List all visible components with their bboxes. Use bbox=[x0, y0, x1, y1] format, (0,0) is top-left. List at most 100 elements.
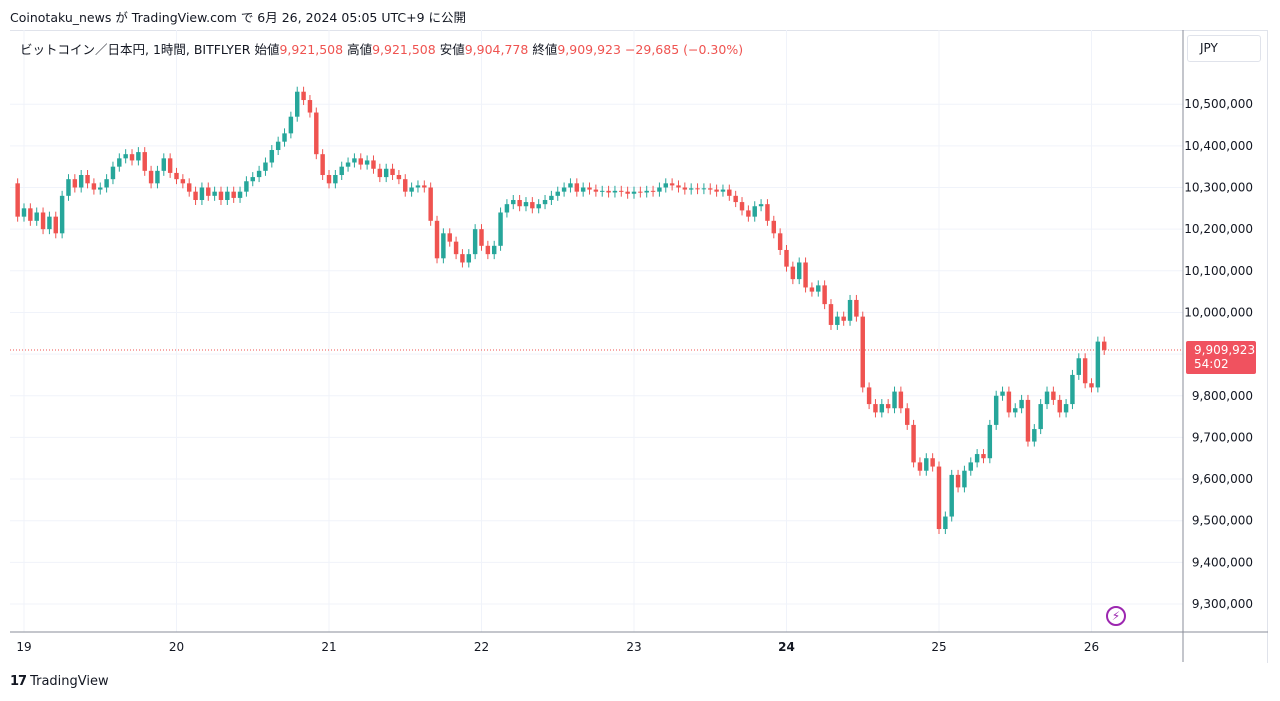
publication-header: Coinotaku_news が TradingView.com で 6月 26… bbox=[10, 10, 467, 25]
candle-body bbox=[517, 199, 522, 207]
candle-body bbox=[453, 241, 459, 255]
candle-body bbox=[568, 183, 573, 188]
candle-body bbox=[256, 170, 262, 178]
change-value: −29,685 (−0.30%) bbox=[624, 42, 744, 57]
candle-body bbox=[733, 195, 738, 203]
candle-body bbox=[885, 404, 891, 409]
candle-body bbox=[669, 183, 675, 186]
x-tick-label: 23 bbox=[626, 640, 641, 654]
candle-body bbox=[72, 179, 78, 188]
candle-body bbox=[1038, 404, 1043, 430]
candle-body bbox=[835, 316, 840, 325]
candle-body bbox=[237, 191, 243, 198]
candle-body bbox=[1095, 341, 1101, 388]
tradingview-mark-icon: 17 bbox=[10, 674, 27, 689]
candle-body bbox=[269, 150, 275, 163]
candle-body bbox=[720, 189, 726, 192]
candle-body bbox=[263, 162, 268, 171]
candle-body bbox=[295, 91, 300, 117]
lightning-bolt-icon[interactable]: ⚡ bbox=[1106, 606, 1126, 626]
candle-body bbox=[727, 189, 732, 196]
candle-body bbox=[803, 262, 808, 288]
candle-body bbox=[822, 285, 827, 305]
x-tick-label: 24 bbox=[778, 640, 795, 654]
candle-body bbox=[1019, 399, 1024, 409]
candle-body bbox=[345, 162, 351, 167]
last-price-tag: 9,909,923 54:02 bbox=[1186, 341, 1256, 374]
candle-body bbox=[491, 245, 497, 255]
y-tick-label: 9,800,000 bbox=[1192, 389, 1253, 403]
currency-button[interactable]: JPY bbox=[1187, 35, 1261, 62]
candle-body bbox=[606, 190, 611, 193]
candle-body bbox=[701, 188, 707, 190]
x-tick-label: 19 bbox=[16, 640, 31, 654]
candle-body bbox=[136, 152, 141, 161]
candle-body bbox=[619, 190, 624, 192]
y-tick-label: 10,000,000 bbox=[1184, 305, 1253, 319]
candle-body bbox=[752, 206, 757, 217]
candle-body bbox=[206, 187, 211, 196]
candle-body bbox=[511, 199, 516, 205]
candle-body bbox=[371, 160, 376, 169]
candle-body bbox=[695, 188, 700, 190]
candle-body bbox=[250, 177, 255, 182]
candle-body bbox=[580, 187, 586, 192]
candle-body bbox=[816, 285, 821, 292]
candle-body bbox=[911, 424, 916, 463]
candle-body bbox=[828, 304, 834, 325]
candle-body bbox=[123, 154, 128, 159]
candle-body bbox=[98, 187, 103, 190]
candle-body bbox=[78, 175, 84, 188]
y-tick-label: 9,700,000 bbox=[1192, 430, 1253, 444]
tradingview-logo[interactable]: 17 TradingView bbox=[10, 674, 109, 689]
candle-body bbox=[1032, 429, 1037, 442]
candle-body bbox=[1051, 391, 1056, 400]
candle-body bbox=[962, 470, 967, 488]
candle-body bbox=[180, 179, 186, 184]
candle-body bbox=[663, 183, 668, 188]
y-tick-label: 9,400,000 bbox=[1192, 555, 1253, 569]
candle-body bbox=[765, 204, 770, 221]
x-tick-label: 26 bbox=[1084, 640, 1099, 654]
low-value: 9,904,778 bbox=[464, 42, 529, 57]
candle-body bbox=[943, 516, 948, 530]
candle-body bbox=[905, 408, 910, 425]
candle-body bbox=[993, 395, 999, 425]
close-label: 終値 bbox=[532, 42, 558, 57]
y-tick-label: 10,500,000 bbox=[1184, 97, 1253, 111]
candle-body bbox=[860, 316, 865, 388]
candle-body bbox=[574, 183, 580, 192]
candle-body bbox=[625, 191, 630, 194]
candle-body bbox=[593, 189, 599, 192]
candle-body bbox=[212, 191, 217, 196]
candle-body bbox=[447, 233, 452, 242]
candle-body bbox=[1063, 404, 1069, 413]
candle-body bbox=[739, 202, 745, 211]
candle-body bbox=[1000, 391, 1005, 396]
candle-body bbox=[714, 189, 719, 192]
candle-body bbox=[479, 229, 484, 246]
candle-body bbox=[866, 387, 872, 405]
candle-body bbox=[892, 391, 897, 409]
candle-body bbox=[949, 474, 954, 517]
low-label: 安値 bbox=[439, 42, 465, 57]
candle-body bbox=[1070, 374, 1075, 405]
candle-body bbox=[790, 266, 796, 280]
y-tick-label: 10,300,000 bbox=[1184, 181, 1253, 195]
symbol-label[interactable]: ビットコイン／日本円, 1時間, BITFLYER bbox=[20, 42, 251, 57]
candle-body bbox=[422, 185, 427, 188]
x-tick-label: 21 bbox=[321, 640, 336, 654]
candle-body bbox=[1025, 399, 1031, 442]
high-value: 9,921,508 bbox=[372, 42, 436, 57]
candle-body bbox=[504, 204, 510, 213]
y-tick-label: 9,300,000 bbox=[1192, 597, 1253, 611]
candle-body bbox=[403, 179, 408, 192]
candle-body bbox=[688, 188, 694, 190]
candle-body bbox=[612, 190, 618, 193]
candle-body bbox=[117, 158, 122, 167]
candle-body bbox=[682, 187, 688, 190]
candle-body bbox=[396, 175, 402, 180]
candle-body bbox=[796, 262, 802, 280]
candle-body bbox=[28, 208, 33, 221]
